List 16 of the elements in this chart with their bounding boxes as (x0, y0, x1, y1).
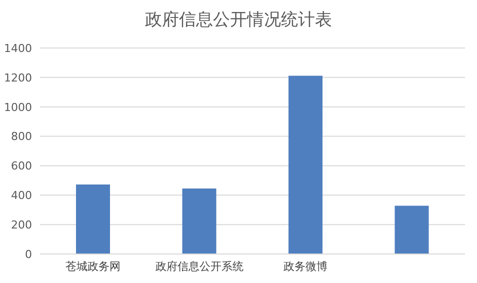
bar (182, 188, 216, 254)
x-tick-label: 政府信息公开系统 (155, 260, 244, 273)
x-tick-label: 苍城政务网 (66, 260, 121, 273)
bar (288, 76, 322, 254)
y-tick-label: 1000 (4, 100, 32, 114)
y-tick-label: 800 (11, 130, 32, 144)
y-tick-label: 400 (11, 189, 32, 202)
bar (76, 184, 110, 254)
y-tick-label: 1200 (4, 71, 32, 84)
y-tick-label: 600 (11, 160, 32, 173)
bar (394, 206, 429, 254)
x-tick-label: 政务微博 (284, 260, 328, 273)
y-tick-label: 200 (11, 218, 32, 232)
y-tick-label: 0 (25, 248, 32, 261)
y-tick-label: 1400 (4, 42, 32, 55)
chart-title: 政府信息公开情况统计表 (144, 9, 333, 31)
